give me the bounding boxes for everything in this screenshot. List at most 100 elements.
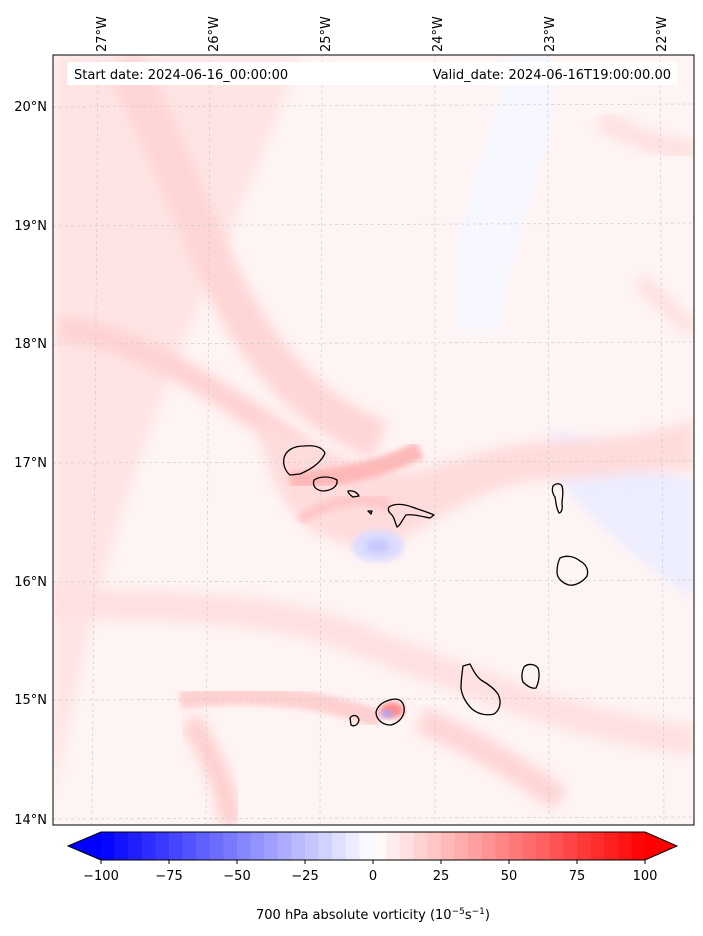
island-sao-vicente <box>312 476 338 492</box>
colorbar-bin <box>604 832 619 860</box>
colorbar-bin <box>495 832 510 860</box>
lon-label-24w: 24°W <box>431 16 446 52</box>
positive-streak-south <box>178 687 384 729</box>
colorbar-bin <box>454 832 469 860</box>
colorbar-bin <box>631 832 646 860</box>
colorbar-bins <box>101 832 646 860</box>
colorbar-bin <box>468 832 483 860</box>
colorbar-bin <box>305 832 320 860</box>
island-boa-vista <box>556 555 589 586</box>
colorbar-extend-max-arrow <box>645 832 677 860</box>
graticule <box>52 54 695 826</box>
lat-label-16n: 16°N <box>14 575 47 590</box>
positive-plume-southwest <box>180 714 241 825</box>
parallel-19n <box>52 222 695 227</box>
lat-label-17n: 17°N <box>14 456 47 471</box>
positive-arc-central <box>260 420 694 547</box>
island-brava <box>349 714 360 727</box>
island-santo-antao <box>283 445 326 476</box>
colorbar-bin <box>264 832 279 860</box>
colorbar-bin <box>182 832 197 860</box>
negative-core-inner <box>366 539 390 553</box>
colorbar-bin <box>536 832 551 860</box>
colorbar-bin <box>441 832 456 860</box>
colorbar-bin <box>577 832 592 860</box>
parallel-15n <box>52 697 695 701</box>
colorbar-bin <box>277 832 292 860</box>
lat-label-20n: 20°N <box>14 100 47 115</box>
date-header-box <box>67 62 677 85</box>
positive-streak-east <box>633 273 694 338</box>
parallel-16n <box>52 579 695 583</box>
parallel-14n <box>52 816 695 820</box>
meridian-26w <box>205 54 211 826</box>
colorbar-bin <box>209 832 224 860</box>
colorbar-bin <box>427 832 442 860</box>
colorbar-tick-label: −100 <box>83 869 119 884</box>
colorbar-bin <box>169 832 184 860</box>
meridian-27w <box>91 54 99 826</box>
parallel-18n <box>52 341 695 345</box>
positive-streak-central <box>296 494 392 526</box>
island-sao-nicolau <box>387 503 435 528</box>
colorbar-tick-label: 75 <box>569 869 586 884</box>
lon-label-27w: 27°W <box>95 16 110 52</box>
colorbar-bin <box>250 832 265 860</box>
positive-streak-northwest <box>102 55 388 459</box>
colorbar-tick-label: −50 <box>223 869 250 884</box>
map-panel: Start date: 2024-06-16_00:00:00 Valid_da… <box>14 16 695 828</box>
colorbar-tick-label: 0 <box>369 869 377 884</box>
islet-razo <box>367 510 373 515</box>
parallel-17n <box>52 460 695 464</box>
colorbar-bin <box>196 832 211 860</box>
colorbar-bin <box>481 832 496 860</box>
colorbar-tick-label: 25 <box>433 869 450 884</box>
positive-streak-northeast <box>595 111 694 160</box>
colorbar-bin <box>359 832 374 860</box>
island-santiago <box>460 663 501 716</box>
lat-label-14n: 14°N <box>14 813 47 828</box>
lat-label-18n: 18°N <box>14 337 47 352</box>
colorbar-extend-min-arrow <box>68 832 101 860</box>
island-outlines <box>283 445 589 727</box>
negative-core-fogo <box>381 710 393 718</box>
colorbar-bin <box>373 832 388 860</box>
colorbar-bin <box>291 832 306 860</box>
colorbar-bin <box>509 832 524 860</box>
lat-label-19n: 19°N <box>14 219 47 234</box>
colorbar-bin <box>386 832 401 860</box>
colorbar-bin <box>128 832 143 860</box>
colorbar-tick-label: −75 <box>155 869 182 884</box>
positive-plume-southeast <box>415 707 568 811</box>
colorbar-bin <box>563 832 578 860</box>
latitude-labels: 20°N 19°N 18°N 17°N 16°N 15°N 14°N <box>14 100 47 828</box>
colorbar-bin <box>400 832 415 860</box>
colorbar-bin <box>101 832 116 860</box>
lon-label-26w: 26°W <box>207 16 222 52</box>
colorbar: −100 −75 −50 −25 0 25 50 75 100 700 hPa absolute… <box>66 831 679 923</box>
parallel-20n <box>52 103 695 108</box>
colorbar-bin <box>332 832 347 860</box>
colorbar-bin <box>345 832 360 860</box>
meridian-22w <box>659 54 665 826</box>
lon-label-23w: 23°W <box>543 16 558 52</box>
lat-label-15n: 15°N <box>14 693 47 708</box>
valid-date-label: Valid_date: 2024-06-16T19:00:00.00 <box>433 68 671 83</box>
colorbar-bin <box>223 832 238 860</box>
colorbar-bin <box>141 832 156 860</box>
colorbar-bin <box>549 832 564 860</box>
colorbar-bin <box>617 832 632 860</box>
lon-label-25w: 25°W <box>319 16 334 52</box>
negative-band-north <box>440 55 570 334</box>
colorbar-bin <box>237 832 252 860</box>
colorbar-bin <box>522 832 537 860</box>
vorticity-field <box>53 55 694 825</box>
longitude-labels: 27°W 26°W 25°W 24°W 23°W 22°W <box>95 16 670 52</box>
colorbar-bin <box>590 832 605 860</box>
colorbar-bin <box>318 832 333 860</box>
colorbar-bin <box>413 832 428 860</box>
lon-label-22w: 22°W <box>655 16 670 52</box>
colorbar-ticks: −100 −75 −50 −25 0 25 50 75 100 <box>83 860 657 884</box>
island-maio <box>521 663 540 689</box>
